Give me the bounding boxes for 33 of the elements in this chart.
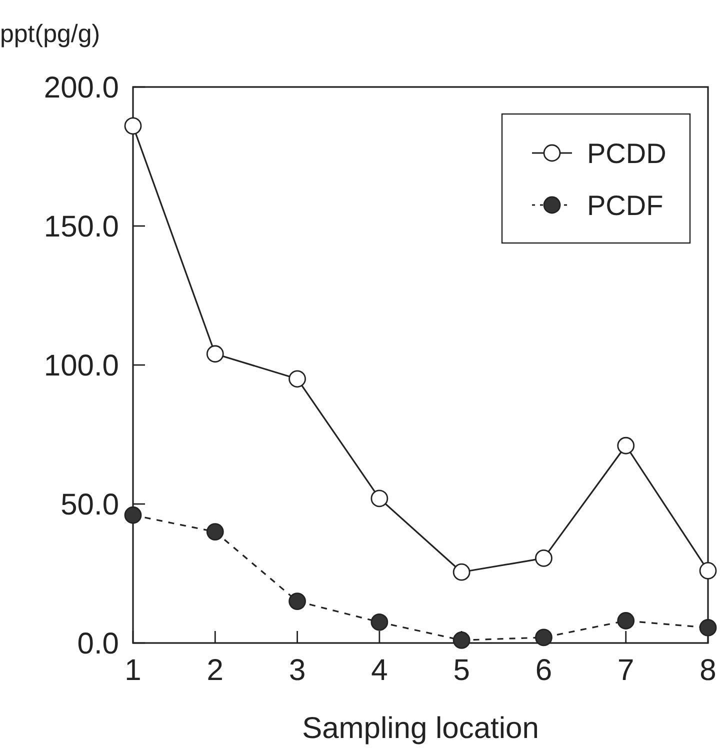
- y-tick-label: 200.0: [44, 72, 119, 104]
- x-tick-label: 8: [700, 654, 716, 687]
- x-tick-label: 2: [206, 654, 224, 687]
- point: [124, 506, 142, 524]
- point: [617, 612, 635, 630]
- point: [288, 370, 306, 388]
- x-tick-label: 1: [124, 654, 142, 687]
- x-tick-label: 3: [288, 654, 306, 687]
- x-tick-label: 5: [453, 654, 470, 687]
- x-tick-label: 6: [535, 654, 552, 687]
- legend-label: PCDF: [587, 190, 664, 221]
- point: [699, 562, 717, 580]
- y-tick-label: 150.0: [44, 210, 119, 244]
- point: [288, 592, 306, 610]
- point: [535, 628, 552, 646]
- point: [699, 619, 717, 636]
- point: [617, 436, 635, 454]
- point: [370, 613, 388, 631]
- point: [124, 117, 142, 135]
- legend-label: PCDD: [587, 138, 666, 169]
- point: [535, 550, 552, 567]
- x-tick-label: 7: [618, 654, 634, 687]
- point: [206, 345, 224, 363]
- x-tick-label: 4: [371, 654, 388, 687]
- x-axis-title: Sampling location: [302, 712, 539, 745]
- y-axis-title: ppt(pg/g): [0, 20, 100, 48]
- y-tick-label: 0.0: [77, 628, 119, 660]
- point: [452, 632, 470, 649]
- y-tick-label: 50.0: [60, 488, 119, 522]
- point: [452, 563, 470, 581]
- y-tick-label: 100.0: [44, 350, 119, 382]
- point: [370, 490, 388, 508]
- point: [206, 523, 224, 540]
